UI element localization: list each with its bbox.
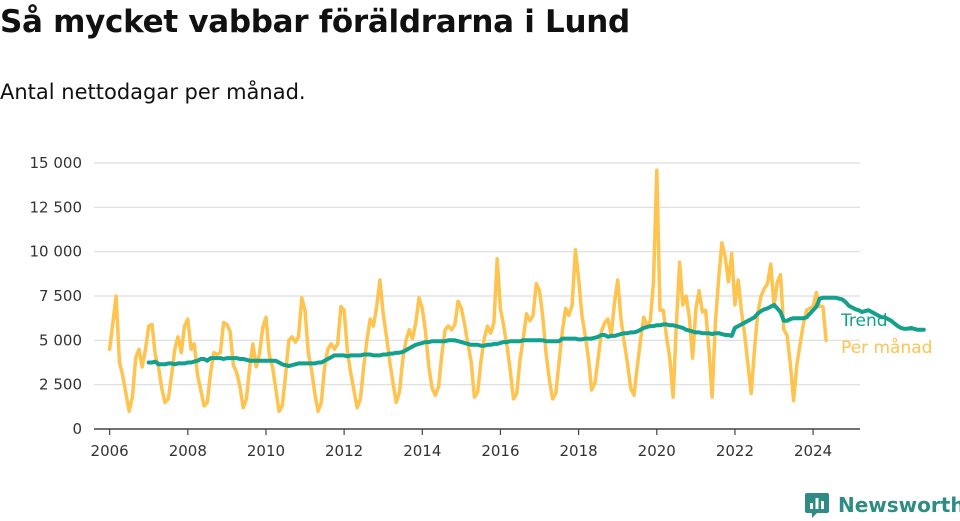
y-tick-label: 5 000 [39,331,82,349]
y-tick-label: 10 000 [30,243,83,261]
series-line-per-manad [107,168,828,414]
y-tick-label: 15 000 [30,154,83,172]
chart-subtitle: Antal nettodagar per månad. [0,80,306,104]
y-axis: 0 2 500 5 000 7 500 10 000 12 500 15 000 [30,154,83,438]
series-line-trend [146,295,926,368]
chart-title: Så mycket vabbar föräldrarna i Lund [0,4,630,40]
x-tick-label: 2006 [91,442,129,460]
y-tick-label: 2 500 [39,376,82,394]
y-tick-label: 0 [72,420,82,438]
x-tick-label: 2018 [560,442,598,460]
legend: Trend Per månad [840,311,932,358]
bar-chart-speech-bubble-icon [805,493,829,518]
x-axis: 2006 2008 2010 2012 2014 2016 2018 2020 2022 2024 [91,428,860,460]
brand-name: Newsworthy [838,493,960,517]
x-tick-label: 2012 [325,442,363,460]
x-tick-label: 2016 [481,442,519,460]
x-tick-label: 2008 [169,442,207,460]
x-tick-label: 2024 [794,442,832,460]
x-tick-label: 2022 [716,442,754,460]
legend-label-trend: Trend [840,311,888,331]
x-tick-label: 2010 [247,442,285,460]
y-tick-label: 7 500 [39,287,82,305]
legend-label-per-manad: Per månad [841,337,932,358]
x-tick-label: 2020 [638,442,676,460]
series-lines [107,168,926,414]
y-tick-label: 12 500 [30,198,83,216]
x-tick-label: 2014 [403,442,441,460]
newsworthy-logo[interactable]: Newsworthy [804,489,960,521]
